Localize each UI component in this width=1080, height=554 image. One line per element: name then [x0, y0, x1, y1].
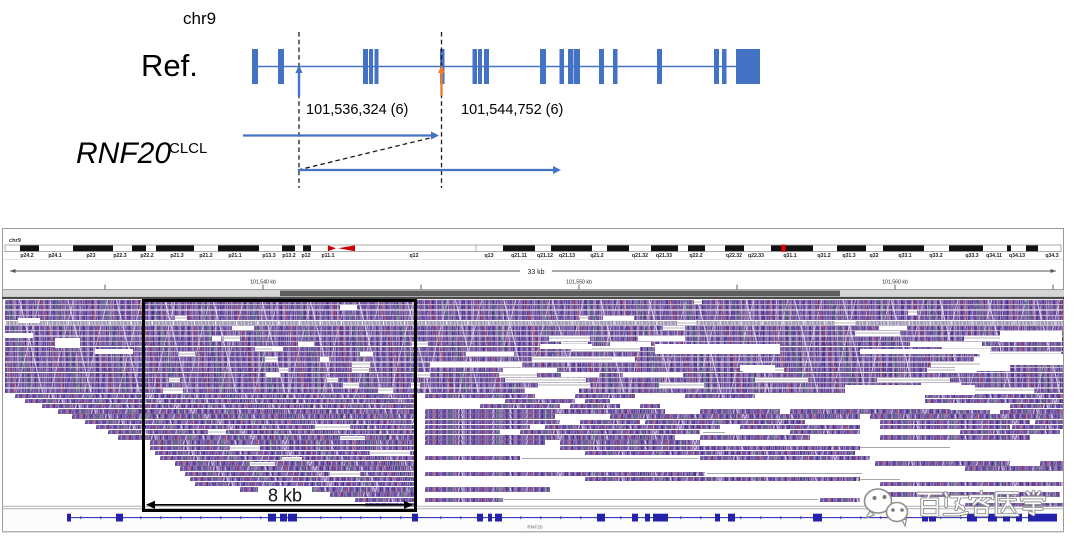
svg-text:q31.1: q31.1	[783, 253, 796, 259]
svg-text:q34.13: q34.13	[1009, 253, 1025, 259]
svg-text:q22.33: q22.33	[748, 253, 764, 259]
svg-text:q22.2: q22.2	[689, 253, 702, 259]
svg-text:Ref.: Ref.	[141, 48, 198, 83]
svg-text:p13.2: p13.2	[282, 253, 295, 259]
svg-text:p11.1: p11.1	[322, 253, 335, 259]
svg-text:q21.11: q21.11	[511, 253, 527, 259]
svg-text:p23: p23	[87, 253, 96, 259]
svg-text:101,536,324 (6): 101,536,324 (6)	[306, 102, 408, 118]
svg-text:q21.13: q21.13	[559, 253, 575, 259]
svg-text:RNF20: RNF20	[76, 137, 171, 170]
svg-text:q34.11: q34.11	[986, 253, 1002, 259]
svg-text:p22.3: p22.3	[113, 253, 126, 259]
svg-text:p21.1: p21.1	[228, 253, 241, 259]
svg-text:q21.12: q21.12	[537, 253, 553, 259]
svg-text:p24.1: p24.1	[48, 253, 61, 259]
svg-text:q32: q32	[870, 253, 879, 259]
svg-text:q33.2: q33.2	[929, 253, 942, 259]
svg-text:chr9: chr9	[9, 238, 21, 244]
svg-text:101,560 kb: 101,560 kb	[882, 280, 908, 286]
svg-text:8 kb: 8 kb	[268, 486, 302, 506]
svg-text:q31.3: q31.3	[842, 253, 855, 259]
svg-text:q34.3: q34.3	[1045, 253, 1058, 259]
svg-text:101,540 kb: 101,540 kb	[250, 280, 276, 286]
svg-text:q31.2: q31.2	[817, 253, 830, 259]
svg-text:101,544,752 (6): 101,544,752 (6)	[461, 102, 563, 118]
svg-text:q33.3: q33.3	[965, 253, 978, 259]
svg-text:RNF20: RNF20	[527, 525, 543, 531]
svg-text:q21.33: q21.33	[656, 253, 672, 259]
svg-text:p12: p12	[302, 253, 311, 259]
svg-text:p21.3: p21.3	[170, 253, 183, 259]
svg-text:q13: q13	[485, 253, 494, 259]
svg-text:33 kb: 33 kb	[527, 269, 544, 276]
svg-text:q12: q12	[410, 253, 419, 259]
svg-text:p21.2: p21.2	[199, 253, 212, 259]
svg-text:p22.2: p22.2	[140, 253, 153, 259]
svg-text:q21.2: q21.2	[590, 253, 603, 259]
svg-text:CLCL: CLCL	[169, 140, 207, 157]
svg-text:chr9: chr9	[183, 9, 216, 28]
svg-text:q22.32: q22.32	[726, 253, 742, 259]
svg-text:101,550 kb: 101,550 kb	[566, 280, 592, 286]
svg-text:p13.3: p13.3	[262, 253, 275, 259]
svg-text:p24.2: p24.2	[20, 253, 33, 259]
svg-text:q33.1: q33.1	[898, 253, 911, 259]
svg-text:q21.32: q21.32	[632, 253, 648, 259]
